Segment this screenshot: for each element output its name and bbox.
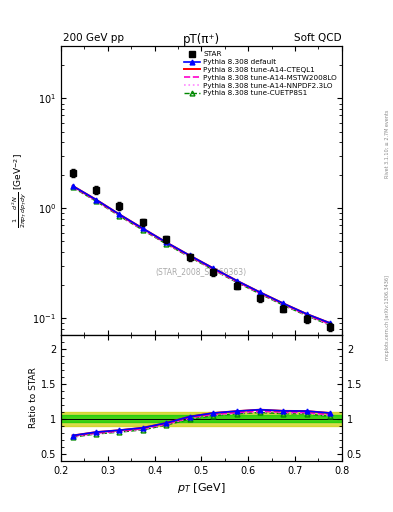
Y-axis label: Ratio to STAR: Ratio to STAR <box>29 368 38 429</box>
Title: pT(π⁺): pT(π⁺) <box>183 33 220 46</box>
Y-axis label: $\frac{1}{2\pi p_T}\frac{d^2N}{dp_T dy}$ [GeV$^{-2}$]: $\frac{1}{2\pi p_T}\frac{d^2N}{dp_T dy}$… <box>11 153 29 228</box>
Text: 200 GeV pp: 200 GeV pp <box>63 33 124 44</box>
Text: (STAR_2008_S7869363): (STAR_2008_S7869363) <box>156 267 247 276</box>
Bar <box>61 415 342 422</box>
Text: mcplots.cern.ch [arXiv:1306.3436]: mcplots.cern.ch [arXiv:1306.3436] <box>385 275 389 360</box>
Bar <box>61 412 342 426</box>
Legend: STAR, Pythia 8.308 default, Pythia 8.308 tune-A14-CTEQL1, Pythia 8.308 tune-A14-: STAR, Pythia 8.308 default, Pythia 8.308… <box>183 50 338 98</box>
Text: Rivet 3.1.10; ≥ 2.7M events: Rivet 3.1.10; ≥ 2.7M events <box>385 109 389 178</box>
Text: Soft QCD: Soft QCD <box>294 33 342 44</box>
X-axis label: $p_T$ [GeV]: $p_T$ [GeV] <box>177 481 226 495</box>
